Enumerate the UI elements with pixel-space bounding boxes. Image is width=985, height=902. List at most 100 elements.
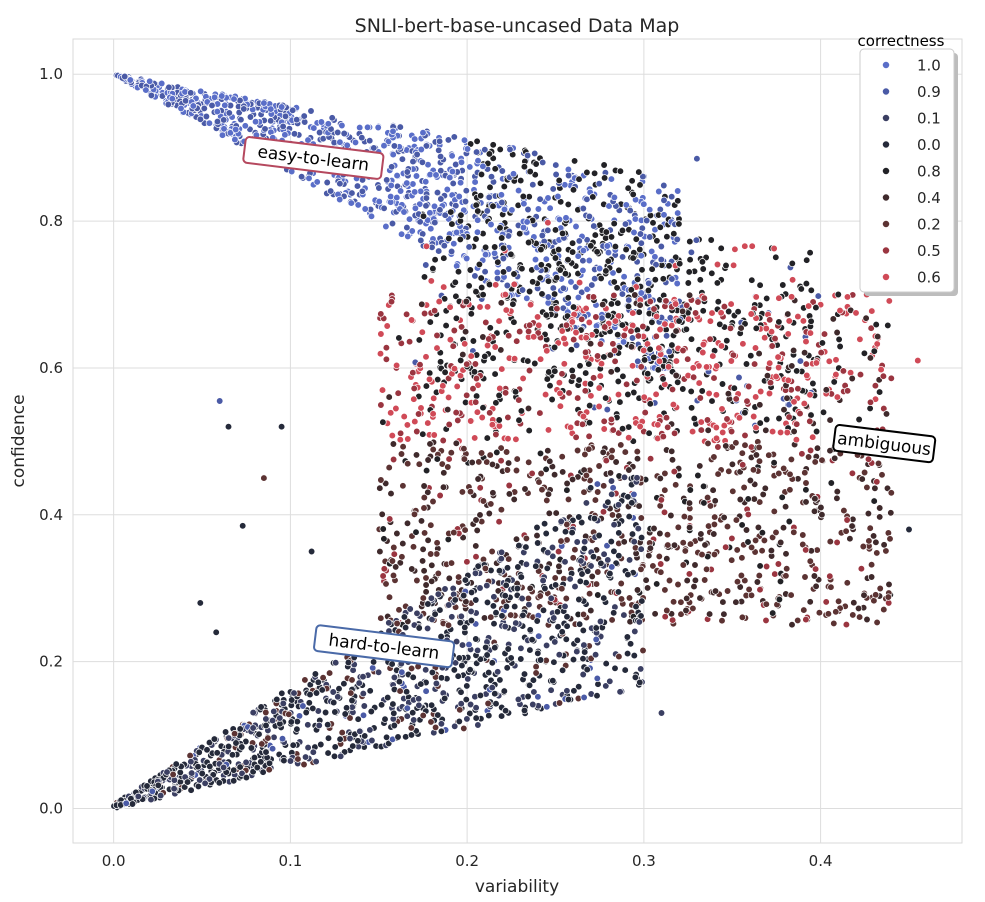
data-point [472,235,480,243]
data-point [610,609,618,617]
data-point [481,352,489,361]
data-point [668,447,676,455]
data-point [710,530,718,538]
data-point [455,717,463,726]
data-point [428,577,436,585]
data-point [610,193,619,202]
data-point [775,294,783,302]
data-point [574,293,583,302]
data-point [690,414,698,423]
data-point [636,230,645,238]
data-point [213,117,222,126]
data-point [686,540,695,548]
data-point [338,728,346,737]
data-point [128,800,137,808]
data-point [525,681,534,689]
data-point [483,303,492,311]
data-point [701,541,709,549]
data-point [474,721,482,729]
data-point [542,311,550,319]
data-point [221,101,229,109]
data-point [463,360,471,368]
data-point [420,482,428,490]
data-point [606,677,614,685]
data-point [369,658,378,666]
data-point [538,486,546,494]
data-point [465,243,473,251]
data-point [376,547,384,556]
data-point [359,689,367,698]
data-point [590,514,599,523]
data-point [460,455,469,463]
data-point [498,198,506,207]
data-point [472,288,480,296]
data-point [445,455,453,463]
data-point [576,362,584,370]
data-point [706,317,715,325]
data-point [786,486,794,494]
data-point [641,408,649,417]
data-point [262,721,270,730]
data-point [670,467,678,476]
data-point [661,486,669,494]
data-point [610,521,618,529]
y-tick-label: 0.4 [39,506,63,524]
data-point [518,286,527,294]
data-point [389,455,398,464]
data-point [440,242,448,250]
data-point [627,327,635,335]
data-point [564,495,573,504]
data-point [623,633,632,641]
data-point [541,584,549,593]
data-point [607,368,615,376]
y-tick-label: 0.2 [39,653,63,671]
data-point [430,431,438,439]
data-point [563,613,571,621]
data-point [502,448,511,456]
data-point [422,142,431,150]
data-point [195,748,203,756]
data-point [349,742,357,750]
data-point [784,330,792,338]
data-point [825,357,833,365]
data-point [201,779,209,787]
data-point [590,169,599,177]
data-point [614,588,623,596]
data-point [501,622,509,631]
data-point [403,712,411,720]
data-point [763,372,772,380]
data-point [466,488,475,496]
data-point [460,724,468,733]
data-point [417,145,425,154]
data-point [564,171,573,180]
data-point [587,562,595,570]
data-point [714,443,722,451]
data-point [524,205,532,214]
data-point [636,245,644,254]
data-point [670,230,678,238]
data-point [472,374,481,383]
data-point [741,409,749,417]
data-point [711,513,719,521]
data-point [348,676,356,684]
data-point [427,225,435,233]
data-point [249,724,257,732]
data-point [465,640,473,649]
data-point [472,392,481,400]
data-point [585,360,593,368]
data-point [832,356,840,364]
data-point [238,743,246,751]
data-point [710,453,718,461]
data-point [413,576,421,585]
data-point [640,346,648,355]
data-point [780,406,788,414]
data-point [812,582,820,590]
data-point [635,168,643,176]
data-point [366,726,374,734]
data-point [543,375,551,383]
data-point [884,593,892,601]
x-tick-label: 0.1 [278,852,302,870]
data-point [488,547,496,556]
data-point [572,222,580,231]
data-point [262,715,270,723]
